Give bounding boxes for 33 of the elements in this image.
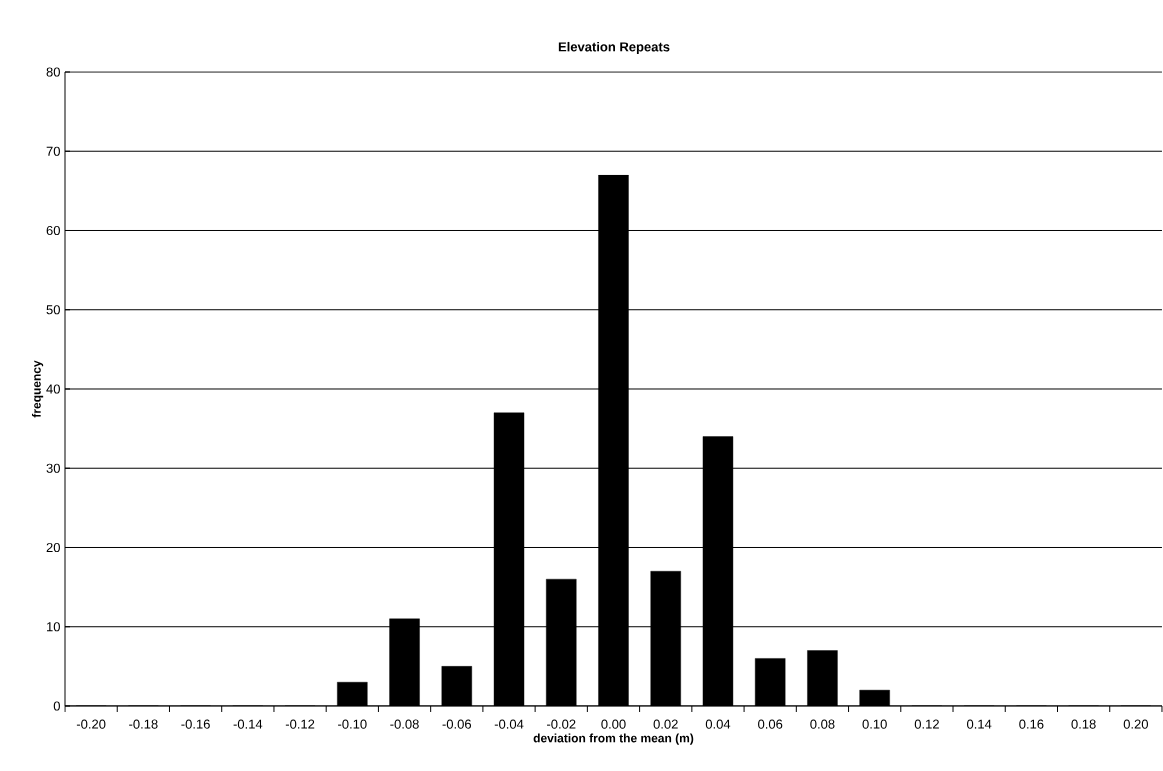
x-tick-label: 0.16: [1019, 719, 1044, 729]
y-tick-label: 20: [46, 542, 60, 553]
y-tick-label: 80: [46, 67, 60, 77]
chart-title: Elevation Repeats: [558, 41, 670, 55]
x-tick-label: 0.14: [967, 719, 992, 729]
y-tick-label: 10: [47, 622, 60, 632]
x-tick-label: 0.12: [914, 719, 939, 729]
x-tick-label: 0.18: [1071, 719, 1096, 729]
x-tick-label: 0.04: [705, 719, 731, 729]
y-axis-title: frequency: [31, 360, 44, 418]
y-tick-label: 30: [46, 463, 60, 473]
y-tick-label: 50: [46, 305, 60, 315]
y-tick-label: 70: [46, 146, 60, 156]
x-tick-label: 0.02: [653, 719, 678, 729]
x-axis-title: deviation from the mean (m): [533, 733, 694, 745]
x-tick-label: 0.10: [862, 719, 887, 729]
x-tick-label: -0.02: [547, 719, 576, 729]
x-tick-label: 0.06: [758, 719, 783, 729]
y-tick-label: 40: [46, 384, 60, 394]
x-tick-label: -0.06: [442, 719, 472, 729]
x-tick-label: -0.08: [390, 719, 419, 729]
x-tick-label: -0.12: [285, 719, 315, 729]
y-tick-label: 60: [46, 225, 60, 236]
x-tick-label: 0.08: [810, 719, 835, 729]
x-tick-label: -0.14: [233, 719, 263, 729]
x-tick-label: -0.10: [338, 719, 367, 729]
x-tick-label: -0.18: [129, 719, 158, 729]
y-tick-label: 0: [53, 701, 60, 711]
x-tick-label: -0.04: [494, 719, 524, 729]
x-tick-label: 0.00: [601, 719, 626, 729]
x-tick-label: -0.20: [76, 719, 106, 729]
x-tick-label: -0.16: [181, 719, 210, 729]
x-tick-label: 0.20: [1123, 719, 1148, 729]
